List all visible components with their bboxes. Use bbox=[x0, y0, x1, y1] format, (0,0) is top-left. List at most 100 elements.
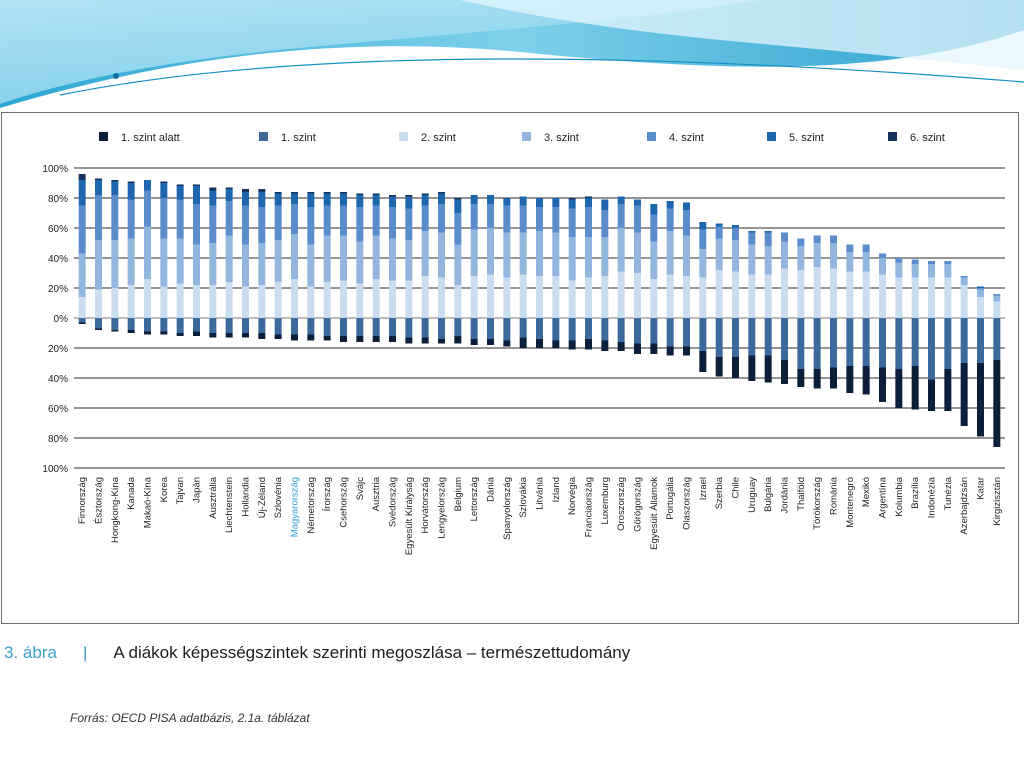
legend-swatch bbox=[399, 132, 408, 141]
bar-segment bbox=[617, 318, 625, 342]
bar-segment bbox=[487, 318, 494, 339]
bar-segment bbox=[617, 204, 625, 228]
bar-segment bbox=[356, 193, 364, 195]
bar-segment bbox=[911, 366, 919, 410]
bar-segment bbox=[454, 244, 462, 285]
bar-segment bbox=[340, 280, 347, 318]
bar-segment bbox=[568, 237, 576, 281]
bar-segment bbox=[585, 237, 592, 278]
bar-segment bbox=[552, 207, 560, 233]
bar-segment bbox=[813, 318, 821, 369]
bar-segment bbox=[699, 229, 707, 249]
bar-segment bbox=[862, 252, 870, 272]
category-label: Izland bbox=[551, 477, 562, 502]
bar-segment bbox=[993, 301, 1001, 318]
bar-segment bbox=[487, 339, 494, 345]
bar-segment bbox=[176, 333, 184, 336]
bar-segment bbox=[372, 195, 380, 206]
legend-swatch bbox=[522, 132, 531, 141]
bar-segment bbox=[127, 285, 135, 318]
bar-segment bbox=[715, 357, 723, 377]
bar-segment bbox=[699, 318, 707, 351]
bar-segment bbox=[193, 331, 200, 336]
bar-segment bbox=[683, 202, 690, 210]
bar-segment bbox=[160, 331, 168, 335]
bar-segment bbox=[340, 205, 347, 236]
bar-segment bbox=[307, 286, 315, 318]
bar-segment bbox=[503, 232, 511, 278]
legend-swatch bbox=[647, 132, 656, 141]
bar-segment bbox=[291, 318, 298, 335]
bar-segment bbox=[601, 318, 609, 341]
bar-segment bbox=[340, 235, 347, 281]
bar-segment bbox=[274, 334, 282, 339]
bar-segment bbox=[650, 204, 658, 215]
bar-segment bbox=[291, 193, 298, 204]
bar-segment bbox=[127, 238, 135, 285]
bar-segment bbox=[666, 208, 674, 231]
bar-segment bbox=[862, 244, 870, 252]
bar-segment bbox=[176, 186, 184, 200]
bar-segment bbox=[454, 318, 462, 336]
y-tick-label: 80% bbox=[48, 434, 68, 445]
bar-segment bbox=[340, 193, 347, 206]
bar-segment bbox=[470, 339, 478, 345]
category-label: Brazília bbox=[910, 476, 921, 508]
bar-segment bbox=[95, 240, 102, 290]
bar-segment bbox=[928, 318, 935, 380]
bar-segment bbox=[372, 279, 380, 318]
bar-segment bbox=[846, 252, 854, 272]
category-label: Ausztria bbox=[371, 476, 382, 511]
bar-segment bbox=[781, 232, 788, 242]
bar-segment bbox=[666, 346, 674, 356]
category-label: Új-Zéland bbox=[257, 477, 268, 518]
bar-segment bbox=[503, 340, 511, 347]
bar-segment bbox=[552, 340, 560, 348]
bar-segment bbox=[95, 180, 102, 195]
bar-segment bbox=[127, 318, 135, 330]
bar-segment bbox=[291, 279, 298, 318]
bar-segment bbox=[438, 277, 445, 318]
bar-segment bbox=[258, 207, 266, 243]
y-tick-label: 60% bbox=[48, 404, 68, 415]
bar-segment bbox=[699, 351, 707, 372]
bar-segment bbox=[78, 180, 86, 206]
bar-segment bbox=[944, 261, 952, 264]
source-note: Forrás: OECD PISA adatbázis, 2.1a. táblá… bbox=[70, 711, 310, 725]
bar-segment bbox=[307, 192, 315, 194]
bar-segment bbox=[454, 199, 462, 213]
bar-segment bbox=[323, 336, 331, 341]
bar-segment bbox=[748, 274, 756, 318]
bar-segment bbox=[258, 243, 266, 285]
bar-segment bbox=[862, 366, 870, 395]
category-label: Olaszország bbox=[682, 477, 693, 530]
bar-segment bbox=[438, 204, 445, 233]
bar-segment bbox=[111, 318, 119, 330]
category-label: Horvátország bbox=[420, 477, 431, 534]
bar-segment bbox=[225, 189, 233, 201]
bar-segment bbox=[421, 231, 429, 276]
bar-segment bbox=[911, 277, 919, 318]
bar-segment bbox=[568, 208, 576, 237]
bar-segment bbox=[356, 241, 364, 284]
legend-label: 5. szint bbox=[789, 132, 824, 144]
bar-segment bbox=[715, 238, 723, 270]
bar-segment bbox=[585, 277, 592, 318]
bar-segment bbox=[895, 262, 903, 278]
bar-segment bbox=[536, 339, 543, 348]
bar-segment bbox=[323, 192, 331, 194]
bar-segment bbox=[519, 337, 527, 348]
bar-segment bbox=[225, 235, 233, 282]
bar-segment bbox=[830, 243, 837, 269]
category-label: Bulgária bbox=[763, 476, 774, 512]
bar-segment bbox=[421, 195, 429, 206]
bar-segment bbox=[111, 288, 119, 318]
category-label: Szlovákia bbox=[518, 476, 529, 517]
bar-segment bbox=[307, 207, 315, 245]
bar-segment bbox=[519, 274, 527, 318]
bar-segment bbox=[372, 318, 380, 336]
bar-segment bbox=[993, 318, 1001, 360]
bar-segment bbox=[650, 214, 658, 242]
caption-separator: | bbox=[82, 643, 88, 662]
bar-segment bbox=[421, 337, 429, 344]
